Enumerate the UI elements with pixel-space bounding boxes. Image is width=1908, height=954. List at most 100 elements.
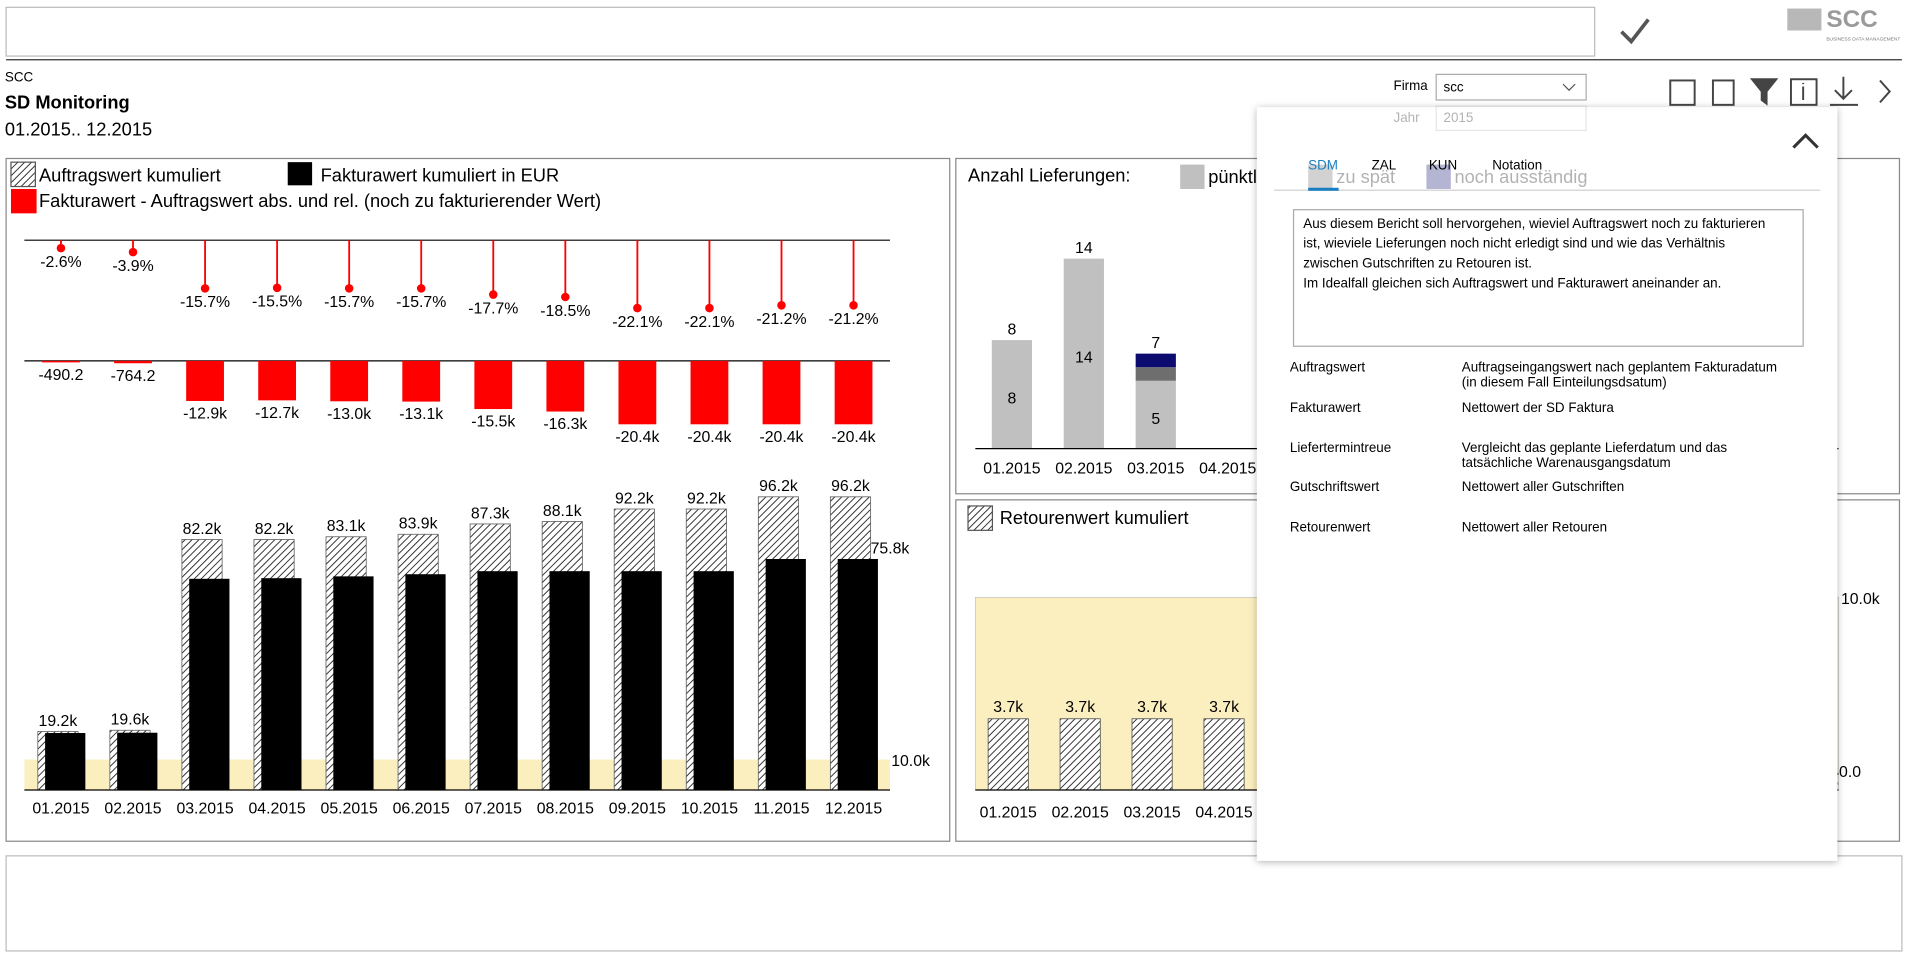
data-label: -15.7% xyxy=(180,294,230,311)
data-label: -3.9% xyxy=(112,258,153,275)
data-label: -18.5% xyxy=(540,303,590,320)
definition-text: Nettowert aller Gutschriften xyxy=(1462,479,1624,494)
data-label: 19.6k xyxy=(111,712,150,729)
x-tick-label: 11.2015 xyxy=(753,801,809,818)
reference-label: 10.0k xyxy=(891,753,930,770)
reference-label: 10.0k xyxy=(1841,591,1880,608)
data-label: 75.8k xyxy=(871,540,910,557)
x-tick-label: 04.2015 xyxy=(1199,461,1256,478)
rel-dot xyxy=(56,243,66,253)
faded-layer: Jahr 2015 zu spät noch ausständig xyxy=(1308,105,1588,189)
x-tick-label: 07.2015 xyxy=(465,801,522,818)
filter-value: scc xyxy=(1443,79,1463,94)
bar xyxy=(837,558,878,791)
abs-bar xyxy=(834,360,873,425)
data-label: -17.7% xyxy=(468,300,518,317)
data-label: -21.2% xyxy=(828,311,878,328)
bar xyxy=(1203,718,1245,791)
filter-select[interactable] xyxy=(1435,73,1587,101)
report-title: SD Monitoring xyxy=(5,91,130,112)
data-label: -16.3k xyxy=(543,416,587,433)
filter-icon[interactable] xyxy=(1749,78,1779,106)
abs-bar xyxy=(618,360,657,425)
rel-dot xyxy=(344,284,354,293)
tab-underline xyxy=(1308,187,1339,191)
x-tick-label: 02.2015 xyxy=(1052,804,1109,821)
legend-swatch xyxy=(1308,164,1333,189)
rel-dot xyxy=(272,283,282,293)
data-label: 87.3k xyxy=(471,505,510,522)
tab[interactable]: ZAL xyxy=(1372,157,1397,172)
legend-label: Fakturawert - Auftragswert abs. und rel.… xyxy=(39,190,601,211)
data-label: 3.7k xyxy=(1137,699,1167,716)
data-label: -15.7% xyxy=(396,294,446,311)
bar xyxy=(1059,718,1101,791)
data-label: 8 xyxy=(1008,390,1017,407)
tab[interactable]: Notation xyxy=(1492,157,1542,172)
clipboard-icon[interactable] xyxy=(1711,79,1735,106)
logo-mark xyxy=(1787,8,1822,31)
data-label: 83.9k xyxy=(399,516,438,533)
data-label: 92.2k xyxy=(615,490,654,507)
data-label: -22.1% xyxy=(612,314,662,331)
legend-label: Fakturawert kumuliert in EUR xyxy=(321,165,560,186)
data-label: -22.1% xyxy=(684,314,734,331)
bar xyxy=(693,571,734,791)
data-label: -20.4k xyxy=(615,429,659,446)
data-label: -15.7% xyxy=(324,294,374,311)
abs-bar xyxy=(42,360,80,363)
confirm-icon[interactable] xyxy=(1620,18,1650,45)
rel-dot xyxy=(489,290,498,299)
x-tick-label: 02.2015 xyxy=(104,801,161,818)
rel-dot xyxy=(849,301,858,310)
definition-term: Retourenwert xyxy=(1290,519,1371,534)
x-tick-label: 03.2015 xyxy=(1127,461,1184,478)
tab[interactable]: SDM xyxy=(1308,157,1338,172)
abs-bar xyxy=(402,360,441,402)
data-label: 88.1k xyxy=(543,503,582,520)
x-tick-label: 01.2015 xyxy=(983,461,1040,478)
rel-dot xyxy=(200,284,210,293)
description-line: ist, wieviele Lieferungen noch nicht erl… xyxy=(1303,236,1725,251)
definition-term: Gutschriftswert xyxy=(1290,479,1380,494)
x-tick-label: 06.2015 xyxy=(393,801,450,818)
data-label: -2.6% xyxy=(40,254,81,271)
abs-bar xyxy=(474,360,513,410)
x-tick-label: 01.2015 xyxy=(32,801,89,818)
legend-label: Retourenwert kumuliert xyxy=(1000,507,1189,528)
filter-label: Firma xyxy=(1394,78,1429,93)
period: 01.2015.. 12.2015 xyxy=(5,118,152,139)
rel-dot xyxy=(561,292,570,302)
definition-text: tatsächliche Warenausgangsdatum xyxy=(1462,455,1671,470)
filter-select xyxy=(1435,105,1587,132)
data-label: -15.5k xyxy=(471,414,515,431)
definition-text: Nettowert aller Retouren xyxy=(1462,519,1607,534)
footer-box xyxy=(5,855,1903,952)
definition-text: Nettowert der SD Faktura xyxy=(1462,400,1615,415)
checklist-icon[interactable] xyxy=(1669,79,1696,106)
abs-bar xyxy=(330,360,369,402)
total-label: 14 xyxy=(1075,240,1093,257)
x-tick-label: 12.2015 xyxy=(825,801,882,818)
info-icon[interactable] xyxy=(1789,78,1818,106)
data-label: -13.1k xyxy=(399,406,443,423)
collapse-icon[interactable] xyxy=(1792,133,1819,149)
bar xyxy=(765,558,806,791)
definition-text: Vergleicht das geplante Lieferdatum und … xyxy=(1462,440,1728,455)
bar xyxy=(477,571,518,791)
search-input[interactable] xyxy=(5,6,1596,57)
tab[interactable]: KUN xyxy=(1429,157,1457,172)
download-icon[interactable] xyxy=(1829,76,1859,106)
data-label: -20.4k xyxy=(759,429,803,446)
bar-segment xyxy=(1063,258,1104,449)
data-label: -12.7k xyxy=(255,405,299,422)
definition-text: Auftragseingangswert nach geplantem Fakt… xyxy=(1462,360,1777,375)
data-label: 82.2k xyxy=(255,521,294,538)
data-label: 96.2k xyxy=(759,478,798,495)
total-label: 8 xyxy=(1008,322,1017,339)
bar-segment xyxy=(1135,367,1176,381)
x-tick-label: 01.2015 xyxy=(980,804,1037,821)
legend-swatch xyxy=(287,162,313,186)
next-icon[interactable] xyxy=(1879,79,1892,104)
abs-bar xyxy=(762,360,801,425)
